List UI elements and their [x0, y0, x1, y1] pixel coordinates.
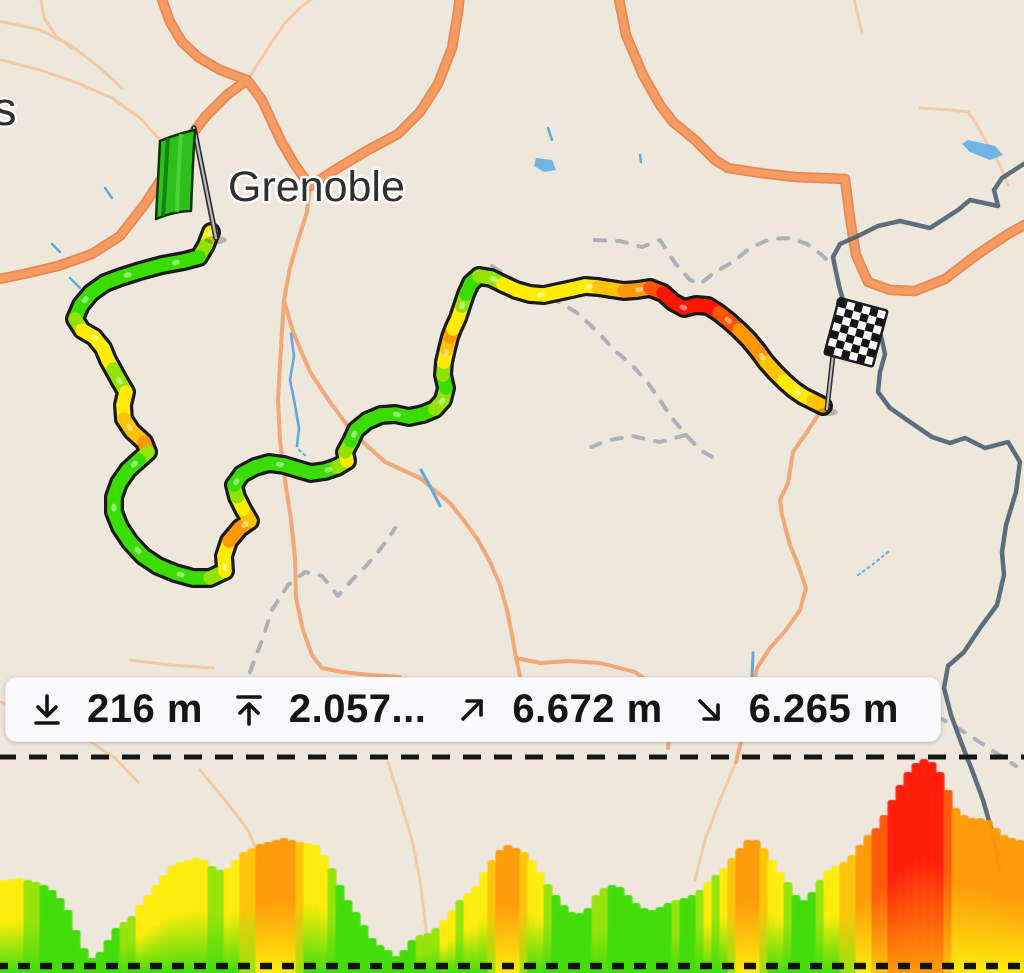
stat-total-ascent: 6.672 m	[454, 687, 662, 732]
arrow-down-to-bar-icon	[34, 693, 60, 725]
stats-bar[interactable]: 216 m 2.057... 6.672 m 6.265 m	[5, 677, 941, 742]
stat-value: 2.057...	[288, 687, 427, 731]
stat-value: 6.672 m	[512, 687, 663, 731]
arrow-down-right-icon	[697, 698, 720, 721]
stat-value: 6.265 m	[748, 687, 899, 731]
arrow-up-to-bar-icon	[236, 694, 262, 726]
stat-min-elevation: 216 m	[29, 687, 203, 732]
stat-max-elevation: 2.057...	[231, 687, 426, 732]
stat-total-descent: 6.265 m	[691, 687, 899, 732]
stat-value: 216 m	[87, 687, 203, 731]
arrow-up-right-icon	[461, 698, 484, 721]
